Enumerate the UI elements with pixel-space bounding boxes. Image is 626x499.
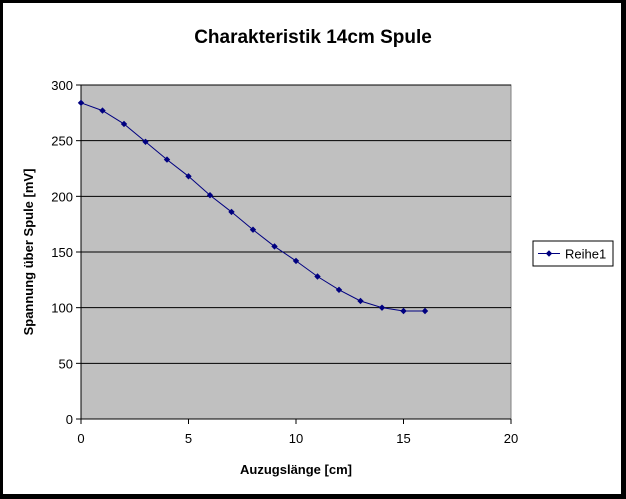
data-point	[378, 304, 386, 311]
y-axis-label: Spannung über Spule [mV]	[21, 169, 36, 336]
data-point	[357, 297, 364, 305]
legend-entry-label: Reihe1	[565, 247, 606, 262]
data-point	[142, 138, 149, 145]
y-tick-label: 300	[51, 78, 73, 93]
data-point	[163, 156, 171, 163]
y-tick-label: 0	[66, 412, 73, 427]
data-point	[271, 243, 278, 250]
data-point	[421, 307, 429, 315]
x-tick-label: 20	[504, 431, 518, 446]
x-tick-label: 15	[396, 431, 410, 446]
data-point	[185, 173, 192, 180]
data-point	[335, 286, 343, 294]
y-tick-label: 250	[51, 134, 73, 149]
data-point	[206, 192, 214, 199]
y-tick-label: 100	[51, 301, 73, 316]
data-point	[77, 99, 85, 107]
data-point	[120, 120, 128, 128]
legend-marker	[545, 250, 553, 257]
chart-svg: Charakteristik 14cm Spule 05010015020025…	[21, 27, 614, 477]
x-tick-label: 5	[185, 431, 192, 446]
chart-title: Charakteristik 14cm Spule	[194, 27, 432, 48]
y-tick-label: 150	[51, 245, 73, 260]
data-point	[314, 273, 321, 280]
x-tick-label: 10	[289, 431, 303, 446]
x-axis-label: Auzugslänge [cm]	[240, 462, 352, 477]
data-point	[400, 307, 407, 315]
data-point	[292, 257, 300, 265]
data-point	[228, 208, 235, 216]
data-point	[99, 107, 106, 114]
y-tick-label: 50	[59, 356, 73, 371]
chart-frame: Charakteristik 14cm Spule 0 50 100 150 200 25…	[2, 2, 622, 495]
data-point	[249, 226, 257, 233]
plot-area: 0 50 100 150 200 250 300 0 5 10 15 20	[51, 78, 518, 446]
legend: Reihe1	[532, 240, 614, 267]
y-tick-label: 200	[51, 189, 73, 204]
x-tick-label: 0	[77, 431, 84, 446]
